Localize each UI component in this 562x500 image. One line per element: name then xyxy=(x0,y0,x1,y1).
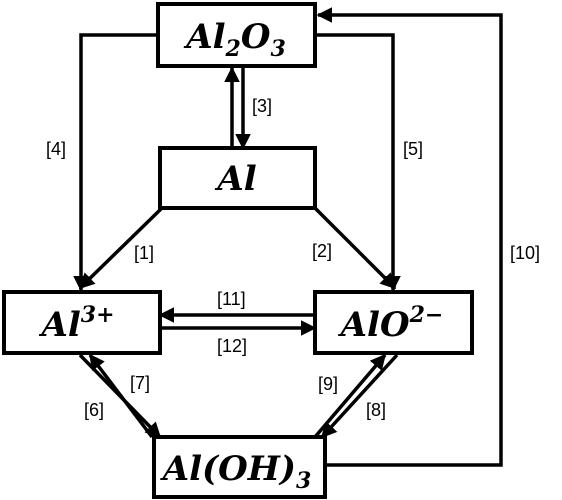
node-al3plus-sup: 3+ xyxy=(81,302,115,328)
node-aloh3: Al(OH)3 xyxy=(152,435,327,499)
node-al2o3: Al2O3 xyxy=(156,2,317,68)
arrow-alo2minus-to-aloh3 xyxy=(320,353,399,439)
svg-text:Al3+: Al3+ xyxy=(38,302,114,345)
node-al2o3-o: O xyxy=(241,17,271,57)
node-al3plus-base: Al xyxy=(38,305,80,345)
node-aloh3-sub: 3 xyxy=(296,468,311,494)
node-al2o3-al: Al xyxy=(183,17,225,57)
svg-text:Al2O3: Al2O3 xyxy=(183,17,286,62)
edge-label-4: [4] xyxy=(46,139,66,159)
arrow-al2o3-to-al3plus xyxy=(73,33,160,292)
arrow-al-to-al3plus xyxy=(78,206,164,290)
edge-label-12: [12] xyxy=(217,336,247,356)
arrow-aloh3-to-al2o3 xyxy=(316,7,503,467)
node-al2o3-sub1: 2 xyxy=(225,36,241,62)
arrow-aloh3-to-al3plus xyxy=(88,353,154,439)
node-aloh3-base: Al(OH) xyxy=(160,449,296,489)
edge-label-2: [2] xyxy=(312,241,332,261)
node-alo2minus-sup: 2− xyxy=(409,302,444,328)
edge-label-9: [9] xyxy=(318,374,338,394)
node-al2o3-sub2: 3 xyxy=(270,36,285,62)
edge-label-7: [7] xyxy=(130,373,150,393)
node-alo2minus-base: AlO xyxy=(338,305,410,345)
edge-label-11: [11] xyxy=(217,289,246,309)
node-al: Al xyxy=(158,146,317,210)
svg-text:Al(OH)3: Al(OH)3 xyxy=(160,449,312,494)
node-al3plus: Al3+ xyxy=(2,290,162,355)
edge-label-1: [1] xyxy=(134,243,154,263)
edge-label-6: [6] xyxy=(84,400,104,420)
arrow-al-to-alo2minus xyxy=(313,206,397,290)
edge-label-10: [10] xyxy=(510,243,540,263)
svg-text:AlO2−: AlO2− xyxy=(338,302,444,345)
node-al-label: Al xyxy=(214,159,256,199)
node-alo2minus: AlO2− xyxy=(313,290,474,355)
edge-label-3: [3] xyxy=(252,96,272,116)
arrow-al2o3-to-alo2minus xyxy=(315,33,401,292)
edge-label-8: [8] xyxy=(366,400,386,420)
edge-label-5: [5] xyxy=(403,139,423,159)
arrow-aloh3-to-alo2minus xyxy=(313,353,387,439)
